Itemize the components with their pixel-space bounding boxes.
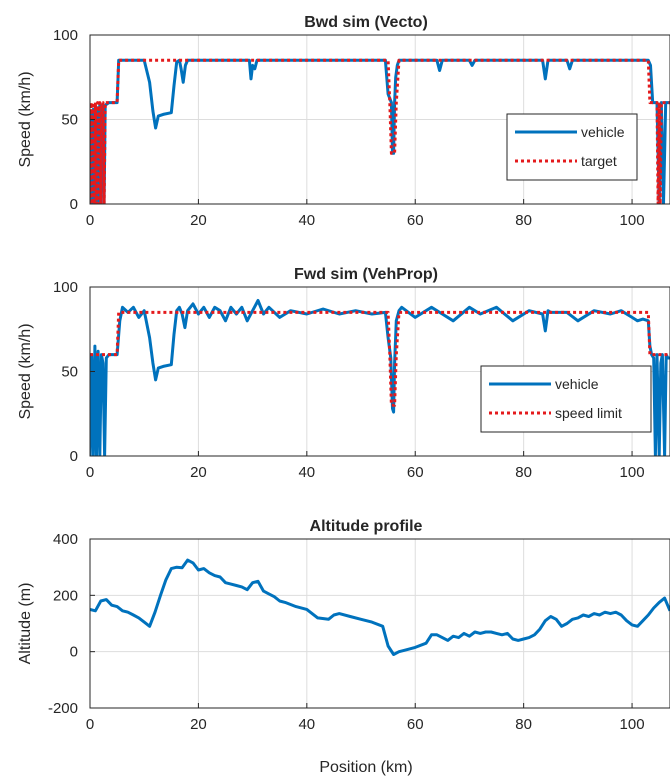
y-tick-label: 100: [53, 27, 78, 44]
x-tick-label: 40: [298, 212, 315, 229]
x-tick-label: 20: [190, 464, 207, 481]
chart-panel-3: 0 20 40 60 80 100 -200 0 200 400 Altitude profile A…: [17, 518, 670, 776]
x-tick-label: 60: [407, 212, 424, 229]
y-axis-label: Speed (km/h): [17, 71, 34, 167]
series-line-target: [90, 58, 670, 204]
x-tick-label: 60: [407, 464, 424, 481]
x-tick-label: 20: [190, 716, 207, 733]
x-tick-label: 100: [620, 212, 645, 229]
chart-panel-1: 0 20 40 60 80 100 0 50 100 Bwd sim (Vecto) Speed (…: [17, 14, 670, 229]
y-tick-label: 100: [53, 279, 78, 296]
x-tick-label: 100: [620, 464, 645, 481]
y-axis-label: Speed (km/h): [17, 323, 34, 419]
legend-label: target: [581, 153, 617, 169]
x-tick-label: 60: [407, 716, 424, 733]
x-tick-label: 0: [86, 212, 94, 229]
chart-title: Fwd sim (VehProp): [294, 266, 438, 283]
legend-label: vehicle: [581, 124, 625, 140]
plot-frame: [89, 538, 670, 709]
x-axis-label: Position (km): [319, 759, 412, 776]
series-group: [90, 58, 670, 204]
y-tick-label: 0: [70, 448, 78, 465]
y-tick-label: 50: [61, 112, 78, 129]
legend-label: speed limit: [555, 405, 622, 421]
y-tick-label: 200: [53, 587, 78, 604]
chart-title: Bwd sim (Vecto): [304, 14, 428, 31]
y-tick-label: 50: [61, 364, 78, 381]
y-tick-label: -200: [48, 700, 78, 717]
x-tick-label: 20: [190, 212, 207, 229]
legend: vehicle target: [506, 113, 638, 181]
x-tick-label: 40: [298, 716, 315, 733]
chart-title: Altitude profile: [310, 518, 423, 535]
x-tick-label: 0: [86, 464, 94, 481]
y-tick-label: 0: [70, 196, 78, 213]
x-tick-label: 0: [86, 716, 94, 733]
series-group: [90, 558, 670, 656]
y-tick-label: 0: [70, 644, 78, 661]
x-tick-label: 80: [515, 464, 532, 481]
y-tick-label: 400: [53, 531, 78, 548]
x-tick-label: 40: [298, 464, 315, 481]
x-tick-label: 100: [620, 716, 645, 733]
y-axis-label: Altitude (m): [17, 583, 34, 665]
series-line-altitude: [90, 558, 670, 656]
x-tick-label: 80: [515, 716, 532, 733]
legend-label: vehicle: [555, 376, 599, 392]
chart-panel-2: 0 20 40 60 80 100 0 50 100 Fwd sim (VehProp) Speed…: [17, 266, 670, 481]
legend: vehicle speed limit: [480, 365, 652, 433]
x-tick-label: 80: [515, 212, 532, 229]
series-group: [90, 299, 670, 456]
